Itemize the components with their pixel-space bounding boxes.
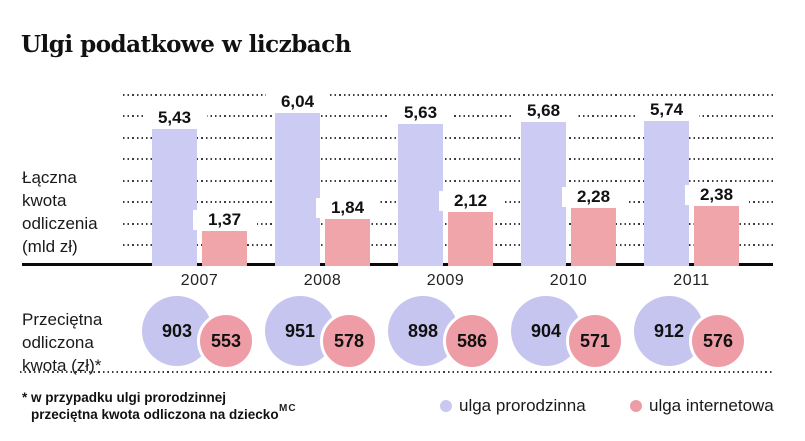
gridline: [123, 179, 773, 182]
bar-prorodzinna-2007: [152, 128, 197, 267]
circle-value-label: 553: [210, 331, 242, 351]
circles-axis-label-line: odliczona: [22, 333, 94, 352]
legend-item-ulga-prorodzinna: ulga prorodzinna: [440, 396, 586, 416]
bar-value-label: 5,68: [511, 101, 576, 122]
bar-value-label: 1,84: [315, 198, 380, 219]
bars-axis-label: Łączna kwota odliczenia (mld zł): [22, 166, 98, 258]
legend-swatch-internetowa-icon: [630, 400, 642, 412]
legend-item-ulga-internetowa: ulga internetowa: [630, 396, 774, 416]
footnote-line-2: przeciętna kwota odliczona na dziecko: [31, 407, 279, 422]
x-axis-year-label: 2011: [673, 272, 710, 289]
bar-prorodzinna-2011: [644, 120, 689, 267]
bar-value-label: 5,74: [634, 99, 699, 120]
x-axis-year-label: 2008: [303, 272, 342, 289]
circles-axis-label-line: kwota (zł)*: [22, 356, 102, 375]
bar-value-label: 2,38: [684, 184, 749, 205]
avg-circle-internetowa-2011: 576: [689, 312, 747, 370]
bars-axis-label-line: Łączna: [22, 168, 77, 187]
circles-axis-label: Przeciętna odliczona kwota (zł)*: [22, 308, 102, 377]
circle-value-label: 898: [407, 321, 439, 341]
circle-value-label: 586: [456, 331, 488, 351]
footnote-line-1: * w przypadku ulgi prorodzinnej: [22, 390, 227, 405]
bar-prorodzinna-2010: [521, 122, 566, 267]
bar-internetowa-2011: [694, 205, 739, 267]
gridline: [123, 93, 773, 96]
bar-internetowa-2008: [325, 219, 370, 267]
bar-value-label: 2,12: [438, 191, 503, 212]
bar-prorodzinna-2009: [398, 123, 443, 267]
bar-value-label: 5,63: [388, 102, 453, 123]
bar-value-label: 6,04: [265, 92, 330, 113]
bar-internetowa-2007: [202, 230, 247, 267]
bars-axis-label-line: (mld zł): [22, 237, 78, 256]
circle-value-label: 571: [579, 331, 611, 351]
x-axis-year-label: 2007: [180, 272, 219, 289]
dotted-separator: [20, 371, 773, 373]
circle-value-label: 951: [284, 321, 316, 341]
x-axis-line: [22, 263, 773, 266]
avg-circle-internetowa-2009: 586: [443, 312, 501, 370]
gridline: [123, 158, 773, 160]
circle-value-label: 903: [161, 321, 193, 341]
circle-value-label: 576: [702, 331, 734, 351]
x-axis-year-label: 2009: [426, 272, 465, 289]
x-axis-year-label: 2010: [549, 272, 588, 289]
circle-value-label: 912: [653, 321, 685, 341]
bar-value-label: 2,28: [561, 187, 626, 208]
legend-label: ulga prorodzinna: [459, 396, 586, 415]
bar-value-label: 5,43: [142, 107, 207, 128]
bars-axis-label-line: kwota: [22, 191, 67, 210]
gridline: [123, 136, 773, 139]
footnote: * w przypadku ulgi prorodzinnej przecięt…: [22, 389, 279, 423]
circle-value-label: 578: [333, 331, 365, 351]
page-title: Ulgi podatkowe w liczbach: [21, 31, 351, 58]
author-initials: MC: [279, 403, 297, 414]
bar-value-label: 1,37: [192, 209, 257, 230]
bars-axis-label-line: odliczenia: [22, 214, 98, 233]
avg-circle-internetowa-2007: 553: [197, 312, 255, 370]
avg-circle-internetowa-2008: 578: [320, 312, 378, 370]
bar-prorodzinna-2008: [275, 113, 320, 267]
legend-label: ulga internetowa: [649, 396, 774, 415]
avg-circle-internetowa-2010: 571: [566, 312, 624, 370]
bar-internetowa-2010: [571, 208, 616, 267]
legend-swatch-prorodzinna-icon: [440, 400, 452, 412]
circle-value-label: 904: [530, 321, 562, 341]
bar-internetowa-2009: [448, 212, 493, 267]
circles-axis-label-line: Przeciętna: [22, 310, 103, 329]
